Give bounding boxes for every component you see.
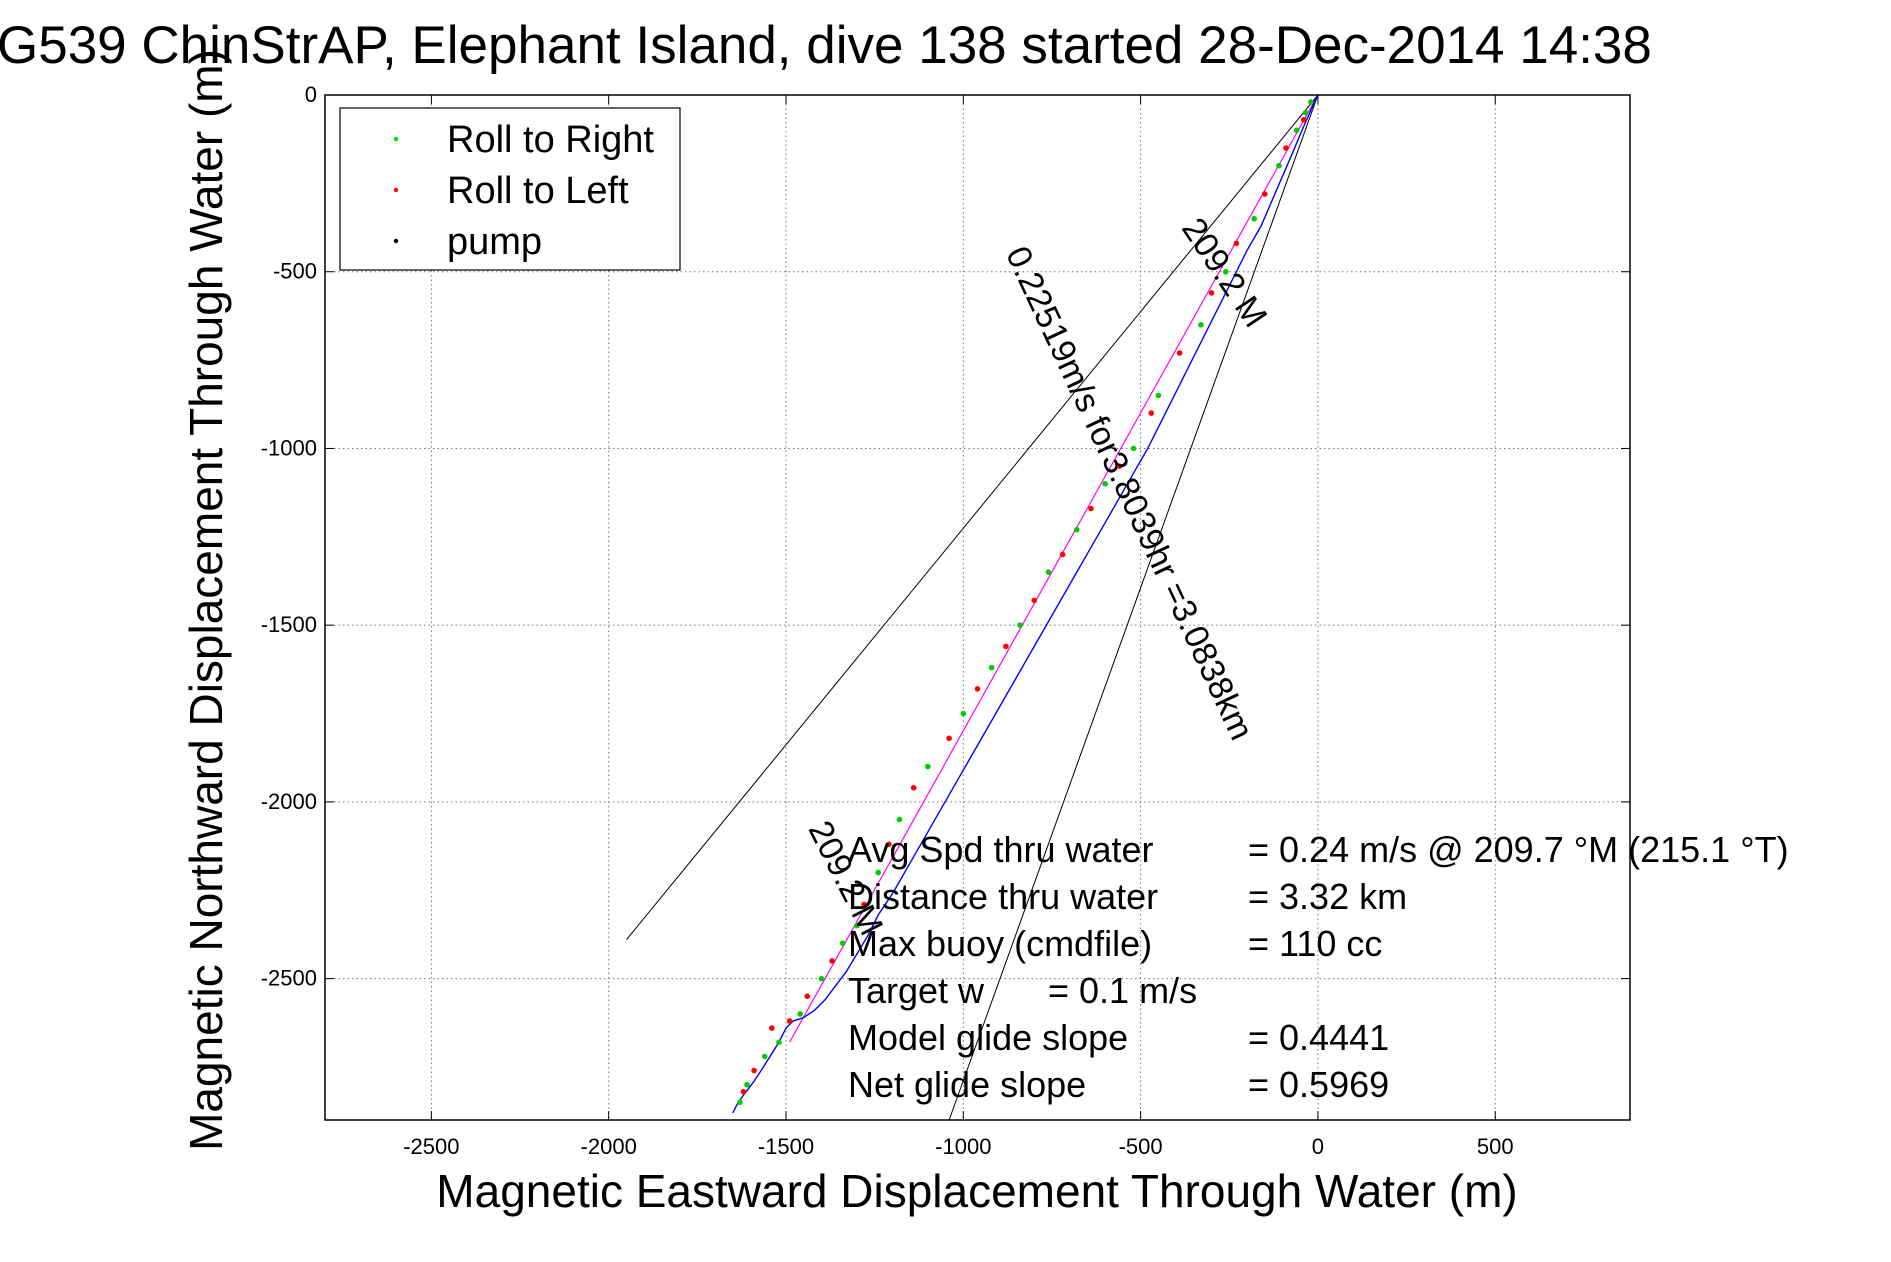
stat-value-net-glide: = 0.5969 [1248, 1064, 1389, 1105]
roll-to-right-point [988, 664, 995, 671]
roll-to-left-point [786, 1018, 793, 1024]
x-tick-label: -500 [1119, 1134, 1163, 1159]
roll-to-right-point [1251, 215, 1257, 222]
roll-to-right-point [1017, 622, 1023, 628]
stat-label-target-w: Target w [848, 970, 985, 1011]
y-tick-label: -2000 [261, 789, 317, 814]
y-tick-label: -500 [273, 259, 317, 284]
roll-to-left-point [1088, 505, 1094, 512]
roll-to-right-point [875, 869, 882, 876]
y-axis-label: Magnetic Northward Displacement Through … [180, 49, 232, 1151]
legend-label-pump: pump [447, 221, 542, 263]
y-tick-label: -1500 [261, 612, 317, 637]
legend-marker-roll-left [393, 187, 399, 193]
y-axis-ticks: 0 -500 -1000 -1500 -2000 -2500 [261, 82, 1630, 991]
roll-to-left-point [1300, 116, 1307, 123]
roll-to-right-point [818, 975, 825, 982]
stat-label-model-glide: Model glide slope [848, 1017, 1128, 1058]
stat-label-avg-speed: Avg Spd thru water [848, 829, 1154, 870]
roll-to-right-point [839, 940, 846, 947]
roll-to-left-point [910, 784, 917, 791]
data-lines [626, 94, 1319, 1121]
roll-to-right-point [737, 1099, 743, 1106]
roll-to-left-point [1059, 551, 1066, 558]
roll-to-left-point [829, 958, 835, 964]
legend: Roll to Right Roll to Left pump [339, 107, 681, 271]
y-tick-label: -2500 [261, 966, 317, 991]
plot-frame [324, 94, 1631, 1121]
stat-label-net-glide: Net glide slope [848, 1064, 1086, 1105]
roll-to-left-point [804, 993, 811, 1000]
x-tick-label: 0 [1312, 1134, 1324, 1159]
roll-to-right-point [744, 1081, 750, 1088]
roll-to-right-point [761, 1053, 768, 1060]
roll-to-right-point [1308, 99, 1314, 105]
legend-label-roll-right: Roll to Right [447, 119, 654, 161]
roll-to-left-point [769, 1025, 775, 1031]
y-tick-label: -1000 [261, 435, 317, 460]
x-axis-label: Magnetic Eastward Displacement Through W… [436, 1165, 1517, 1217]
stat-value-max-buoy: = 110 cc [1248, 923, 1382, 964]
roll-to-left-point [751, 1067, 757, 1074]
roll-to-left-point [1261, 191, 1268, 197]
legend-marker-roll-right [393, 136, 399, 142]
roll-to-left-point [1176, 350, 1183, 356]
roll-to-right-point [960, 710, 967, 717]
stat-value-model-glide: = 0.4441 [1248, 1017, 1389, 1058]
roll-to-left-point [1031, 597, 1038, 604]
roll-to-right-point [1102, 480, 1108, 487]
roll-to-right-point [1045, 569, 1052, 575]
roll-to-right-point [1130, 445, 1137, 452]
stat-value-avg-speed: = 0.24 m/s @ 209.7 °M (215.1 °T) [1248, 829, 1789, 870]
x-tick-label: -1500 [758, 1134, 814, 1159]
stats-block: Avg Spd thru water = 0.24 m/s @ 209.7 °M… [848, 829, 1789, 1105]
roll-to-left-point [1208, 290, 1215, 296]
x-tick-label: -2500 [403, 1134, 459, 1159]
data-points [737, 99, 1314, 1106]
y-tick-label: 0 [305, 82, 317, 107]
roll-to-left-point [946, 735, 952, 742]
roll-to-right-point [1155, 392, 1162, 399]
roll-to-right-point [1198, 321, 1204, 328]
roll-to-left-point [1003, 643, 1009, 650]
roll-to-left-point [740, 1088, 747, 1095]
x-tick-label: -1000 [935, 1134, 991, 1159]
roll-to-left-point [1283, 145, 1289, 151]
envelope-line [948, 94, 1319, 1121]
roll-to-right-point [925, 763, 931, 770]
roll-to-left-point [974, 685, 981, 692]
roll-to-right-point [1293, 127, 1300, 134]
roll-to-left-point [1116, 463, 1123, 469]
stat-label-distance: Distance thru water [848, 876, 1158, 917]
x-tick-label: 500 [1477, 1134, 1514, 1159]
stat-value-target-w: = 0.1 m/s [1048, 970, 1197, 1011]
model-line [789, 94, 1319, 1043]
roll-to-left-point [861, 901, 867, 908]
roll-to-right-point [776, 1039, 782, 1046]
x-tick-label: -2000 [581, 1134, 637, 1159]
envelope-line [626, 94, 1319, 941]
roll-to-right-point [1073, 526, 1080, 533]
roll-to-right-point [1302, 109, 1309, 116]
stat-value-distance: = 3.32 km [1248, 876, 1407, 917]
chart-title: G539 ChinStrAP, Elephant Island, dive 13… [0, 16, 1652, 75]
roll-to-right-point [797, 1011, 803, 1017]
roll-to-left-point [886, 841, 892, 848]
x-axis-ticks: -2500 -2000 -1500 -1000 -500 0 500 [403, 95, 1514, 1159]
legend-marker-pump [393, 238, 399, 244]
stat-label-max-buoy: Max buoy (cmdfile) [848, 923, 1152, 964]
roll-to-left-point [1148, 410, 1155, 416]
legend-label-roll-left: Roll to Left [447, 170, 629, 212]
roll-to-right-point [896, 816, 903, 823]
roll-to-right-point [854, 922, 860, 929]
roll-to-left-point [1233, 240, 1240, 247]
track-line [732, 94, 1319, 1114]
roll-to-right-point [1222, 268, 1229, 275]
roll-to-right-point [1276, 162, 1282, 169]
